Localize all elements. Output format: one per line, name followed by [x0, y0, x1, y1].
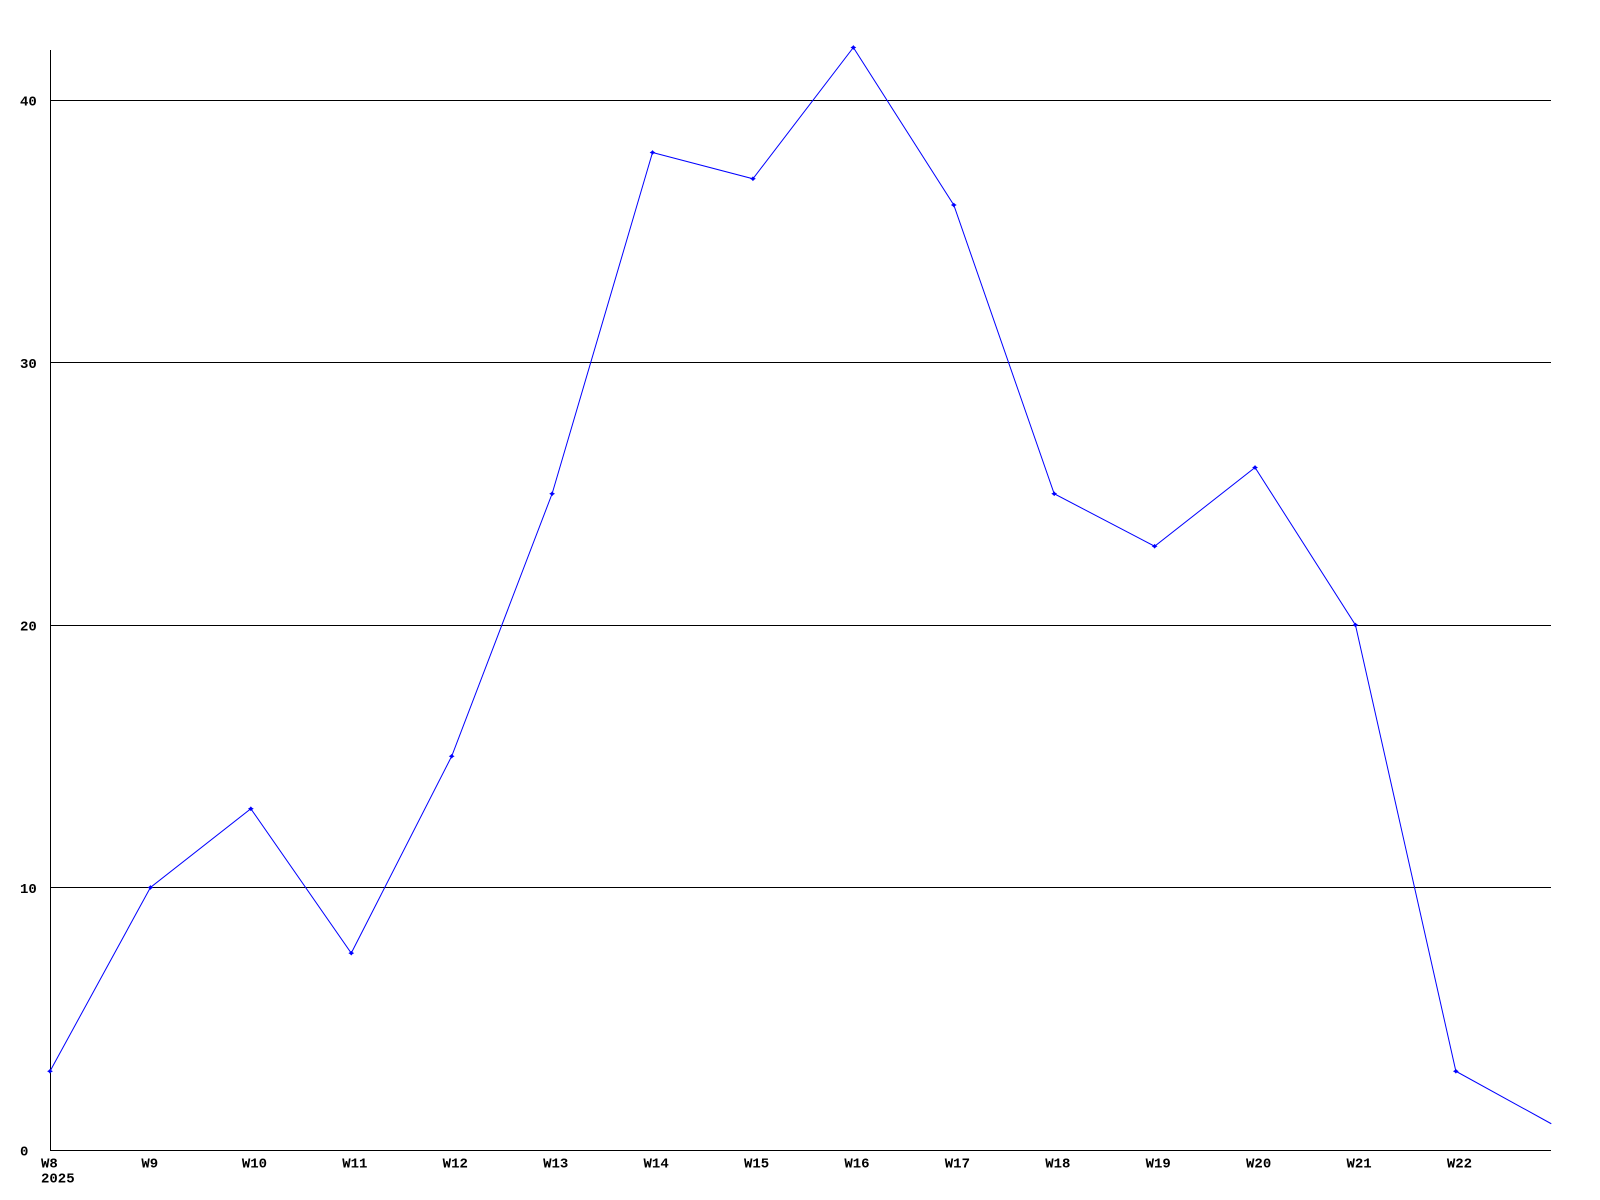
- svg-text:W10: W10: [242, 1156, 267, 1172]
- svg-text:2025: 2025: [41, 1172, 75, 1188]
- svg-text:W15: W15: [744, 1156, 769, 1172]
- svg-text:W8: W8: [41, 1156, 58, 1172]
- svg-text:W19: W19: [1146, 1156, 1171, 1172]
- svg-text:W14: W14: [644, 1156, 669, 1172]
- svg-text:W21: W21: [1346, 1156, 1371, 1172]
- svg-text:40: 40: [20, 95, 37, 111]
- svg-text:20: 20: [20, 620, 37, 636]
- svg-text:10: 10: [20, 882, 37, 898]
- svg-text:W13: W13: [543, 1156, 568, 1172]
- svg-text:W12: W12: [443, 1156, 468, 1172]
- svg-text:W9: W9: [141, 1156, 158, 1172]
- svg-text:W16: W16: [844, 1156, 869, 1172]
- svg-text:30: 30: [20, 357, 37, 373]
- svg-text:W17: W17: [945, 1156, 970, 1172]
- svg-text:W22: W22: [1447, 1156, 1472, 1172]
- svg-text:W20: W20: [1246, 1156, 1271, 1172]
- svg-text:0: 0: [20, 1145, 28, 1161]
- svg-text:W11: W11: [342, 1156, 367, 1172]
- svg-text:W18: W18: [1045, 1156, 1070, 1172]
